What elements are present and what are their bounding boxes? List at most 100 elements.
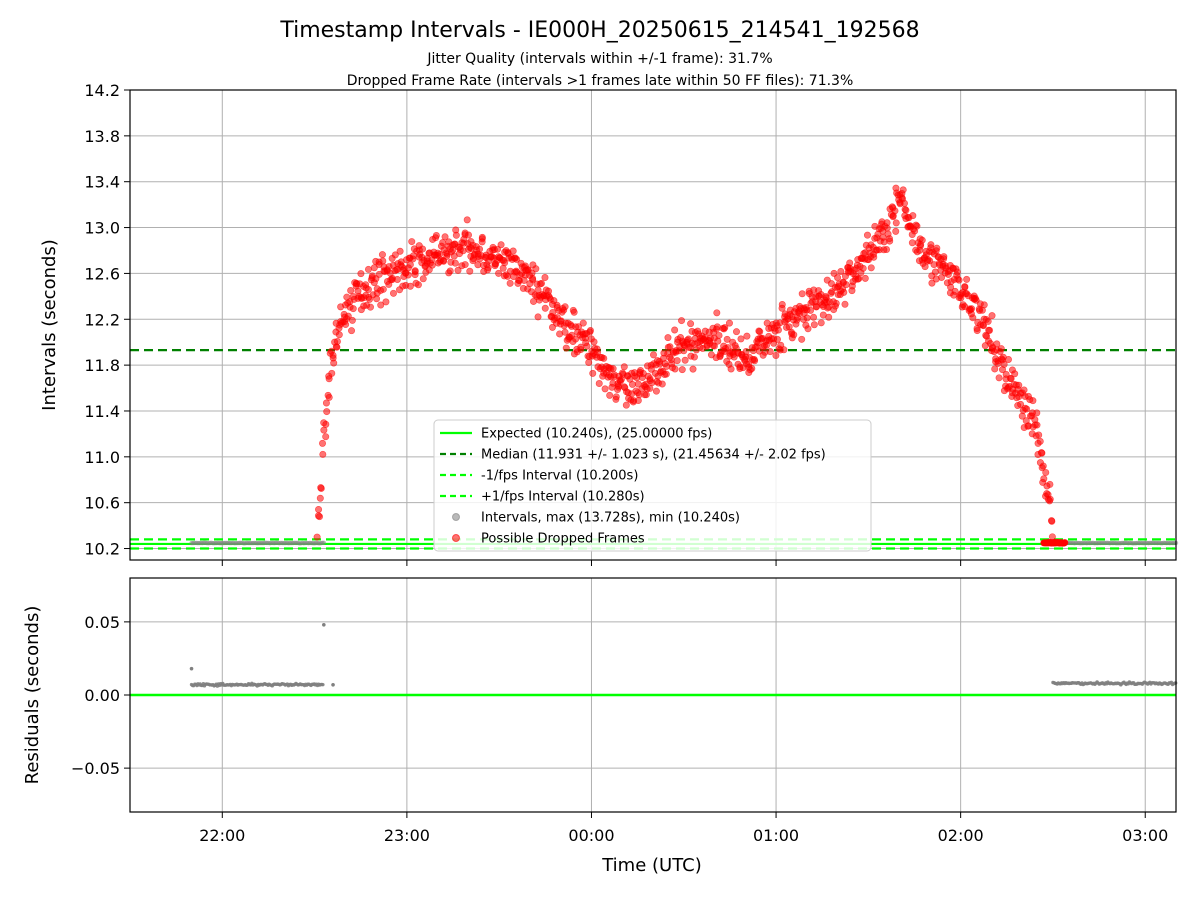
dropped-frame-point — [534, 313, 542, 321]
dropped-frame-point — [428, 261, 436, 269]
dropped-frame-point — [586, 328, 594, 336]
dropped-frame-point — [859, 264, 867, 272]
dropped-frame-point — [497, 241, 505, 249]
dropped-frame-point — [993, 340, 1001, 348]
dropped-frame-point — [902, 206, 910, 214]
dropped-frame-point — [1061, 539, 1069, 546]
dropped-frame-point — [940, 253, 948, 261]
dropped-frame-point — [918, 236, 926, 244]
dropped-frame-point — [737, 335, 745, 343]
dropped-frame-point — [561, 303, 569, 311]
y-tick-label: 13.8 — [84, 127, 120, 146]
dropped-frame-point — [484, 264, 492, 272]
dropped-frame-point — [501, 259, 509, 267]
dropped-frame-point — [748, 365, 756, 373]
dropped-frame-point — [963, 275, 971, 283]
dropped-frame-point — [357, 270, 365, 278]
dropped-frame-point — [766, 348, 774, 356]
dropped-frame-point — [646, 384, 654, 392]
dropped-frame-point — [330, 359, 338, 367]
dropped-frame-point — [743, 332, 751, 340]
dropped-frame-point — [1004, 355, 1012, 363]
dropped-frame-point — [863, 231, 871, 239]
dropped-frame-point — [780, 346, 788, 354]
dropped-frame-point — [721, 324, 729, 332]
legend-swatch — [452, 513, 460, 521]
dropped-frame-point — [1042, 468, 1050, 476]
dropped-frame-point — [609, 365, 617, 373]
dropped-frame-point — [364, 265, 372, 273]
dropped-frame-point — [1033, 421, 1041, 429]
dropped-frame-point — [313, 533, 321, 541]
dropped-frame-point — [319, 450, 327, 458]
bottom-y-axis-title: Residuals (seconds) — [22, 606, 43, 785]
dropped-frame-point — [342, 321, 350, 329]
dropped-frame-point — [825, 313, 833, 321]
y-tick-label: 12.6 — [84, 264, 120, 283]
top-axis: 10.2 10.6 11.0 11.4 11.8 12.2 12.6 13.0 13.4 13.8… — [84, 81, 1177, 566]
dropped-frame-point — [506, 279, 514, 287]
dropped-frame-point — [348, 327, 356, 335]
dropped-frame-point — [1017, 400, 1025, 408]
dropped-frame-point — [465, 231, 473, 239]
dropped-frame-point — [804, 325, 812, 333]
y-tick-label: 14.2 — [84, 81, 120, 100]
dropped-frame-point — [541, 304, 549, 312]
dropped-frame-point — [986, 326, 994, 334]
dropped-frame-point — [441, 233, 449, 241]
y-tick-label: 0.05 — [84, 613, 120, 632]
x-tick-label: 03:00 — [1122, 826, 1168, 845]
dropped-frame-point — [579, 319, 587, 327]
legend-swatch — [452, 534, 460, 542]
dropped-frame-point — [620, 363, 628, 371]
residual-outlier — [331, 682, 335, 687]
dropped-frame-point — [969, 314, 977, 322]
legend-label: Expected (10.240s), (25.00000 fps) — [481, 427, 712, 442]
dropped-frame-point — [961, 283, 969, 291]
dropped-frame-point — [495, 269, 503, 277]
dropped-frame-point — [466, 267, 474, 275]
dropped-frame-point — [664, 334, 672, 342]
dropped-frame-point — [817, 319, 825, 327]
dropped-frame-point — [899, 186, 907, 194]
dropped-frame-point — [867, 264, 875, 272]
dropped-frame-point — [391, 251, 399, 259]
residual-outlier — [322, 623, 326, 627]
dropped-frame-point — [900, 199, 908, 207]
dropped-frame-point — [690, 353, 698, 361]
dropped-frame-point — [837, 267, 845, 275]
dropped-frame-point — [772, 351, 780, 359]
dropped-frame-point — [377, 301, 385, 309]
dropped-frame-point — [995, 374, 1003, 382]
dropped-frame-point — [622, 401, 630, 409]
dropped-frame-point — [997, 345, 1005, 353]
dropped-frame-point — [687, 320, 695, 328]
dropped-frame-point — [589, 369, 597, 377]
dropped-frame-point — [379, 285, 387, 293]
dropped-frame-point — [953, 268, 961, 276]
dropped-frame-point — [1007, 375, 1015, 383]
dropped-frame-point — [678, 317, 686, 325]
dropped-frame-point — [414, 281, 422, 289]
dropped-frame-point — [335, 331, 343, 339]
dropped-frame-point — [790, 331, 798, 339]
dropped-frame-point — [595, 380, 603, 388]
dropped-frame-point — [606, 391, 614, 399]
dropped-frame-point — [315, 505, 323, 513]
chart-title: Timestamp Intervals - IE000H_20250615_21… — [279, 18, 919, 43]
dropped-frame-point — [375, 270, 383, 278]
dropped-frame-point — [585, 358, 593, 366]
chart-subtitle-dropped: Dropped Frame Rate (intervals >1 frames … — [347, 73, 854, 89]
dropped-frame-point — [451, 259, 459, 267]
dropped-frame-point — [834, 274, 842, 282]
dropped-frame-point — [649, 351, 657, 359]
dropped-frame-point — [723, 335, 731, 343]
dropped-frame-point — [774, 326, 782, 334]
dropped-frame-point — [333, 343, 341, 351]
dropped-frame-point — [347, 287, 355, 295]
dropped-frame-point — [349, 305, 357, 313]
dropped-frame-point — [1036, 437, 1044, 445]
dropped-frame-point — [601, 385, 609, 393]
dropped-frame-point — [951, 287, 959, 295]
dropped-frame-point — [892, 219, 900, 227]
